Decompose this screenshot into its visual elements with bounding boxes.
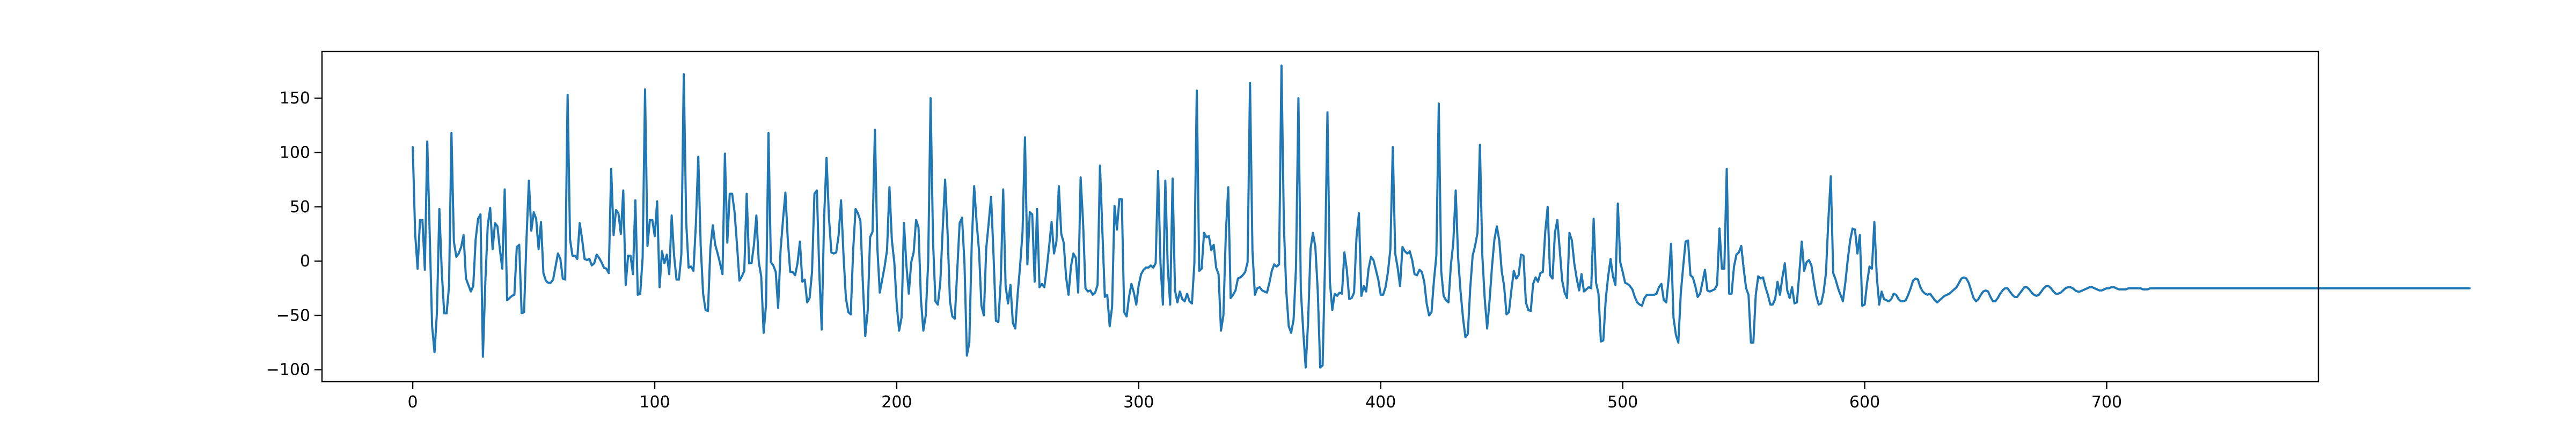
y-tick-label: 50: [290, 198, 310, 217]
x-axis-ticks: 0 100 200 300 400 500 600 700: [408, 382, 2122, 412]
y-tick-label: 100: [280, 143, 310, 162]
data-series-line: [412, 64, 2471, 369]
x-tick-label: 400: [1365, 393, 1396, 412]
x-tick-label: 200: [881, 393, 912, 412]
y-tick-label: −50: [276, 306, 310, 325]
plot-area-frame: [321, 50, 2319, 383]
y-tick-label: −100: [266, 361, 310, 380]
x-tick-label: 300: [1123, 393, 1154, 412]
x-tick-label: 100: [639, 393, 670, 412]
x-tick-label: 600: [1849, 393, 1880, 412]
y-axis-ticks: −100 −50 0 50 100 150: [266, 89, 322, 380]
y-tick-label: 0: [300, 252, 310, 271]
x-tick-label: 0: [408, 393, 418, 412]
x-tick-label: 500: [1607, 393, 1638, 412]
x-tick-label: 700: [2091, 393, 2122, 412]
y-tick-label: 150: [280, 89, 310, 108]
